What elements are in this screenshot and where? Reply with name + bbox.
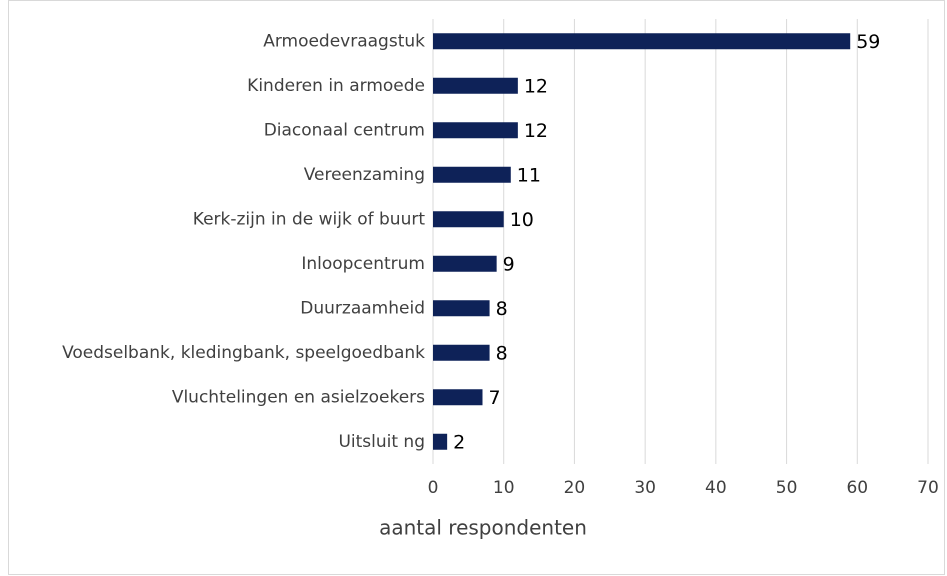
data-label: 2 bbox=[453, 431, 465, 453]
y-tick-label: Uitsluit ng bbox=[338, 432, 425, 452]
chart-border bbox=[8, 0, 945, 575]
y-tick-label: Inloopcentrum bbox=[301, 254, 425, 274]
data-label: 11 bbox=[517, 164, 541, 186]
bar bbox=[433, 300, 490, 317]
x-tick-label: 40 bbox=[705, 478, 727, 498]
y-tick-label: Vluchtelingen en asielzoekers bbox=[172, 387, 425, 407]
data-label: 12 bbox=[524, 120, 548, 142]
x-tick-label: 30 bbox=[634, 478, 656, 498]
bar bbox=[433, 433, 448, 450]
data-label: 8 bbox=[496, 298, 508, 320]
y-tick-label: Duurzaamheid bbox=[300, 298, 425, 318]
y-tick-label: Voedselbank, kledingbank, speelgoedbank bbox=[62, 343, 425, 363]
x-tick-label: 20 bbox=[564, 478, 586, 498]
bar bbox=[433, 122, 518, 139]
y-tick-label: Diaconaal centrum bbox=[264, 120, 425, 140]
data-label: 59 bbox=[856, 31, 880, 53]
x-tick-label: 10 bbox=[493, 478, 515, 498]
y-tick-label: Armoedevraagstuk bbox=[263, 31, 425, 51]
x-tick-label: 70 bbox=[917, 478, 939, 498]
x-tick-label: 50 bbox=[776, 478, 798, 498]
bar bbox=[433, 166, 511, 183]
y-tick-label: Kerk-zijn in de wijk of buurt bbox=[193, 209, 426, 229]
y-tick-label: Vereenzaming bbox=[304, 165, 425, 185]
data-label: 7 bbox=[489, 387, 501, 409]
x-tick-label: 0 bbox=[428, 478, 439, 498]
x-axis-title: aantal respondenten bbox=[379, 516, 587, 540]
bar bbox=[433, 389, 483, 406]
bar bbox=[433, 344, 490, 361]
bar bbox=[433, 33, 851, 50]
y-tick-label: Kinderen in armoede bbox=[247, 76, 425, 96]
data-label: 10 bbox=[510, 209, 534, 231]
data-label: 9 bbox=[503, 253, 515, 275]
bar bbox=[433, 255, 497, 272]
bar bbox=[433, 77, 518, 94]
data-label: 8 bbox=[496, 342, 508, 364]
x-tick-label: 60 bbox=[846, 478, 868, 498]
bar bbox=[433, 211, 504, 228]
data-label: 12 bbox=[524, 75, 548, 97]
